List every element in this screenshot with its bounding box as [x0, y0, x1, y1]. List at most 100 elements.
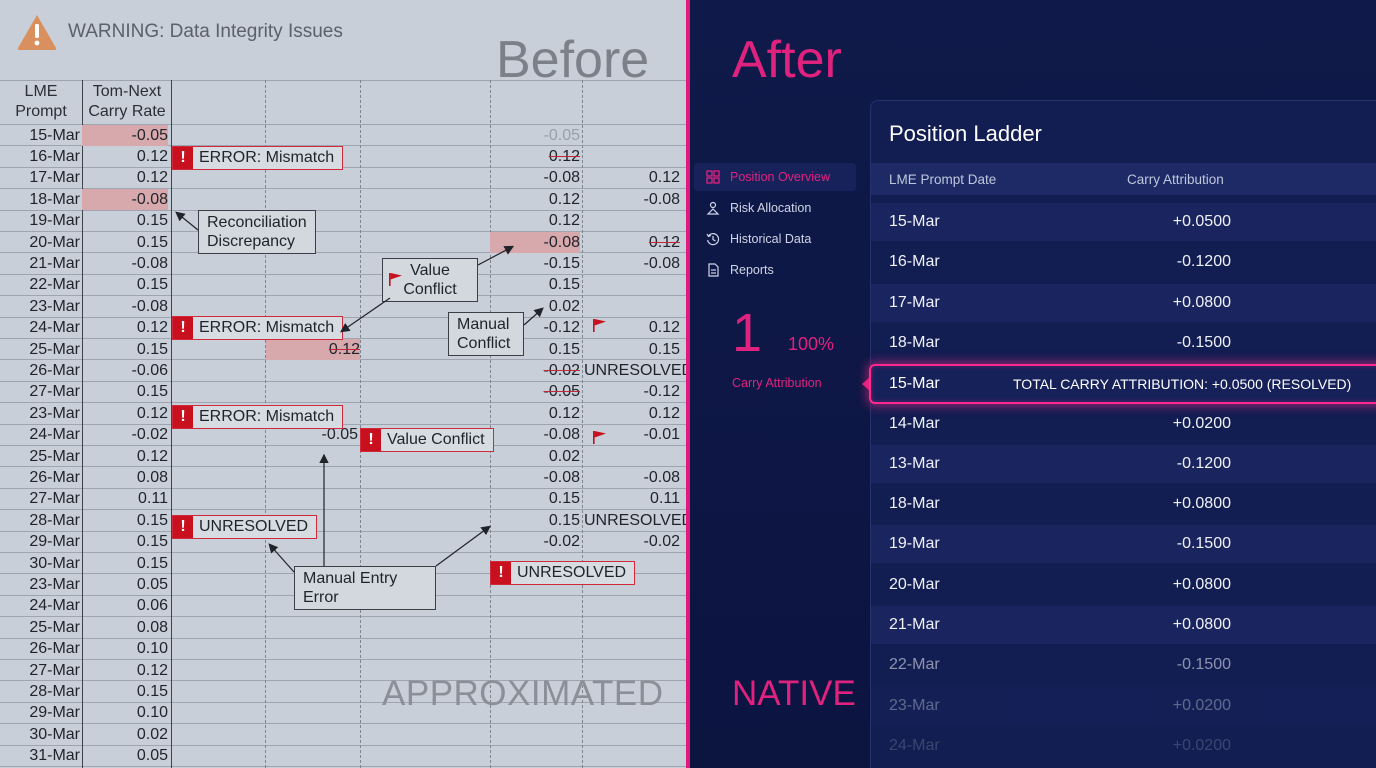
panel-header: LME Prompt Date Carry Attribution — [871, 163, 1376, 195]
grid-row-line — [0, 145, 686, 147]
ladder-row[interactable]: 13-Mar -0.1200 — [871, 444, 1376, 483]
grid-row-line — [0, 466, 686, 468]
cell-date: 23-Mar — [29, 297, 80, 315]
ladder-row[interactable]: 21-Mar +0.0800 — [871, 606, 1376, 644]
cell-rate: 0.12 — [136, 661, 168, 679]
grid-row-line — [0, 124, 686, 125]
cell-date: 22-Mar — [29, 276, 80, 294]
grid-row-line — [0, 209, 686, 211]
cell-col5: -0.08 — [543, 169, 580, 187]
cell-date: 15-Mar — [29, 126, 80, 144]
cell-rate: -0.02 — [131, 426, 168, 444]
nav-label: Position Overview — [730, 170, 831, 184]
warning-banner: WARNING: Data Integrity Issues — [16, 12, 343, 52]
ladder-row[interactable]: 16-Mar -0.1200 — [871, 243, 1376, 281]
cell-rate: 0.15 — [136, 533, 168, 551]
cell-col5: -0.05 — [543, 383, 580, 401]
cell-col6: -0.08 — [643, 190, 680, 208]
nav-risk-allocation[interactable]: Risk Allocation — [694, 194, 856, 222]
ladder-row[interactable]: 23-Mar +0.0200 — [871, 686, 1376, 725]
cell-col5: -0.02 — [543, 361, 580, 379]
cell-col5: 0.02 — [548, 297, 580, 315]
highlight-date: 15-Mar — [889, 375, 940, 392]
ladder-row[interactable]: 19-Mar -0.1500 — [871, 525, 1376, 564]
ladder-row[interactable]: 17-Mar +0.0800 — [871, 283, 1376, 322]
risk-icon — [706, 201, 720, 215]
error-icon: ! — [491, 562, 511, 584]
ladder-date: 22-Mar — [889, 656, 940, 674]
cell-col5: -0.02 — [543, 533, 580, 551]
before-pane: WARNING: Data Integrity Issues Before LM… — [0, 0, 686, 768]
grid-col-line — [582, 80, 583, 768]
cell-date: 25-Mar — [29, 447, 80, 465]
ladder-value: +0.0800 — [1172, 616, 1231, 633]
grid-row-line — [0, 487, 686, 489]
error-icon: ! — [173, 406, 193, 428]
ladder-row[interactable]: 18-Mar +0.0800 — [871, 485, 1376, 523]
grid-row-line — [0, 445, 686, 446]
arrow — [435, 525, 491, 567]
cell-col5: 0.12 — [548, 147, 580, 165]
grid-col-line — [360, 80, 361, 768]
cell-col6: 0.12 — [648, 404, 680, 422]
cell-rate: 0.06 — [136, 597, 168, 615]
grid-col-line — [171, 80, 172, 768]
ladder-row[interactable]: 20-Mar +0.0800 — [871, 566, 1376, 604]
cell-col5: 0.15 — [548, 276, 580, 294]
ladder-row[interactable]: 24-Mar +0.0200 — [871, 727, 1376, 765]
cell-rate: -0.08 — [131, 297, 168, 315]
cell-rate: 0.12 — [136, 147, 168, 165]
ladder-row[interactable]: 14-Mar +0.0200 — [871, 405, 1376, 443]
after-pane: After Position Overview Risk Allocation … — [690, 0, 1376, 768]
nav-reports[interactable]: Reports — [694, 256, 856, 284]
cell-rate: -0.08 — [82, 188, 168, 210]
cell-rate: -0.06 — [131, 361, 168, 379]
nav-historical-data[interactable]: Historical Data — [694, 225, 856, 253]
cell-rate: 0.05 — [136, 575, 168, 593]
cell-rate: 0.11 — [138, 490, 168, 508]
cell-col5: 0.02 — [548, 447, 580, 465]
cell-rate: 0.12 — [136, 447, 168, 465]
ladder-date: 18-Mar — [889, 333, 940, 351]
arrow — [268, 543, 295, 573]
error-text: ERROR: Mismatch — [199, 319, 335, 336]
cell-rate: 0.12 — [136, 404, 168, 422]
metric-label: Carry Attribution — [732, 376, 822, 390]
ladder-row[interactable]: 22-Mar -0.1500 — [871, 646, 1376, 684]
callout-manual-conflict: Manual Conflict — [448, 312, 524, 356]
cell-col6: -0.08 — [643, 254, 680, 272]
arrow — [340, 297, 391, 333]
ladder-row[interactable]: 15-Mar +0.0500 — [871, 203, 1376, 241]
cell-rate: 0.15 — [136, 554, 168, 572]
grid-row-line — [0, 723, 686, 725]
ladder-value: -0.1500 — [1176, 333, 1231, 351]
cell-rate: 0.08 — [136, 468, 168, 486]
cell-col5: 0.15 — [548, 490, 580, 508]
ladder-date: 13-Mar — [889, 454, 940, 472]
grid-row-line — [0, 80, 686, 81]
ladder-date: 20-Mar — [889, 575, 940, 593]
cell-date: 27-Mar — [29, 661, 80, 679]
ladder-row[interactable]: 18-Mar -0.1500 — [871, 324, 1376, 362]
warning-icon — [17, 15, 57, 50]
callout-reconciliation: Reconciliation Discrepancy — [198, 210, 316, 254]
cell-date: 28-Mar — [29, 682, 80, 700]
cell-col6: 0.11 — [650, 490, 680, 508]
cell-date: 19-Mar — [29, 212, 80, 230]
grid-row-line — [0, 530, 686, 532]
panel-title: Position Ladder — [889, 121, 1042, 146]
cell-col6: -0.02 — [643, 533, 680, 551]
cell-col5: -0.15 — [543, 254, 580, 272]
highlight-row[interactable]: 15-Mar TOTAL CARRY ATTRIBUTION: +0.0500 … — [869, 364, 1376, 404]
ladder-value: -0.1500 — [1176, 656, 1231, 674]
grid-row-line — [0, 616, 686, 618]
error-badge: ! Value Conflict — [360, 428, 494, 452]
cell-rate: 0.12 — [136, 319, 168, 337]
nav-position-overview[interactable]: Position Overview — [694, 163, 856, 191]
cell-col6: UNRESOLVED — [584, 511, 686, 529]
cell-col6: UNRESOLVED — [584, 361, 686, 379]
grid-row-line — [0, 231, 686, 232]
cell-col6: 0.12 — [648, 233, 680, 251]
cell-col5: -0.05 — [543, 126, 580, 144]
ladder-value: +0.0500 — [1172, 213, 1231, 230]
